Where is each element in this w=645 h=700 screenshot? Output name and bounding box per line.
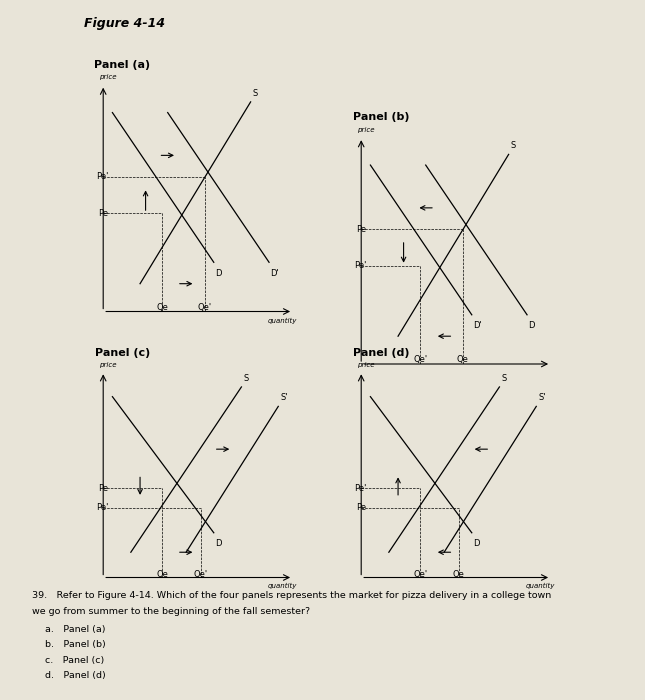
Text: quantity: quantity: [525, 370, 555, 377]
Text: Pe: Pe: [99, 484, 109, 493]
Text: S': S': [280, 393, 288, 402]
Text: Pe': Pe': [96, 172, 109, 181]
Text: S: S: [501, 374, 506, 383]
Text: quantity: quantity: [267, 583, 297, 589]
Text: Qe': Qe': [197, 303, 212, 312]
Text: Qe': Qe': [413, 356, 427, 365]
Text: d. Panel (d): d. Panel (d): [45, 671, 106, 680]
Text: D: D: [215, 269, 221, 278]
Text: Panel (b): Panel (b): [353, 112, 410, 122]
Text: price: price: [99, 361, 117, 368]
Text: 39. Refer to Figure 4-14. Which of the four panels represents the market for piz: 39. Refer to Figure 4-14. Which of the f…: [32, 592, 551, 601]
Text: S: S: [243, 374, 248, 383]
Text: Qe: Qe: [457, 356, 468, 365]
Text: Panel (a): Panel (a): [94, 60, 151, 70]
Text: c. Panel (c): c. Panel (c): [45, 656, 104, 665]
Text: D: D: [215, 538, 221, 547]
Text: Panel (c): Panel (c): [95, 348, 150, 358]
Text: Pe: Pe: [99, 209, 109, 218]
Text: Qe': Qe': [194, 570, 208, 579]
Text: D': D': [473, 321, 481, 330]
Text: D': D': [270, 269, 279, 278]
Text: S': S': [538, 393, 546, 402]
Text: Qe: Qe: [156, 303, 168, 312]
Text: Pe': Pe': [354, 261, 367, 270]
Text: S: S: [252, 89, 258, 97]
Text: price: price: [357, 127, 375, 133]
Text: Pe: Pe: [357, 225, 367, 234]
Text: Qe: Qe: [453, 570, 465, 579]
Text: Pe: Pe: [357, 503, 367, 512]
Text: Qe: Qe: [156, 570, 168, 579]
Text: quantity: quantity: [525, 583, 555, 589]
Text: Qe': Qe': [413, 570, 427, 579]
Text: a. Panel (a): a. Panel (a): [45, 625, 106, 634]
Text: Panel (d): Panel (d): [353, 348, 410, 358]
Text: price: price: [99, 74, 117, 81]
Text: Pe': Pe': [96, 503, 109, 512]
Text: Figure 4-14: Figure 4-14: [84, 18, 165, 31]
Text: price: price: [357, 361, 375, 368]
Text: D: D: [528, 321, 535, 330]
Text: b. Panel (b): b. Panel (b): [45, 640, 106, 650]
Text: D: D: [473, 538, 479, 547]
Text: we go from summer to the beginning of the fall semester?: we go from summer to the beginning of th…: [32, 607, 310, 616]
Text: S: S: [510, 141, 516, 150]
Text: Pe': Pe': [354, 484, 367, 493]
Text: quantity: quantity: [267, 318, 297, 324]
